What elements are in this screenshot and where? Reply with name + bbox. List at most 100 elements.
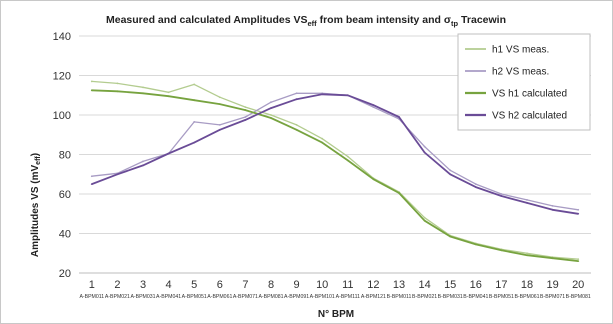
- data-point: [218, 96, 221, 99]
- y-tick-label: 60: [59, 189, 71, 201]
- series-lines: [90, 80, 580, 263]
- data-point: [193, 99, 196, 102]
- chart-title-prefix: Measured and calculated Amplitudes VS: [106, 14, 308, 26]
- legend-entries: h1 VS meas. h2 VS meas. VS h1 calculated VS…: [465, 45, 567, 122]
- y-axis-title-main: Amplitudes VS (mV: [30, 165, 41, 258]
- data-point: [90, 80, 93, 83]
- data-point: [244, 106, 247, 108]
- x-tick-label: 2: [114, 279, 120, 291]
- chart-title: Measured and calculated Amplitudes VSeff…: [106, 14, 506, 28]
- x-tick-label: 4: [166, 279, 172, 291]
- data-point: [398, 116, 400, 118]
- data-point: [270, 114, 272, 116]
- data-point: [270, 117, 272, 119]
- x-tick-label: 7: [242, 279, 248, 291]
- data-point: [244, 116, 247, 118]
- data-point: [90, 183, 93, 186]
- data-point: [474, 186, 477, 188]
- y-tick-label: 40: [59, 229, 71, 241]
- x-tick-label: 20: [572, 279, 584, 291]
- legend: h1 VS meas. h2 VS meas. VS h1 calculated VS…: [457, 33, 591, 131]
- data-point: [270, 101, 272, 104]
- data-point: [449, 169, 452, 172]
- data-point: [167, 91, 170, 94]
- data-point: [423, 145, 426, 148]
- x-tick-label: 10: [316, 279, 328, 291]
- x-category-label: A-BPM071: [233, 294, 258, 300]
- x-category-label: A-BPM061: [207, 294, 232, 300]
- x-tick-label: 14: [418, 279, 430, 291]
- x-category-label: A-BPM021: [105, 294, 130, 300]
- data-point: [474, 243, 477, 246]
- x-tick-label: 3: [140, 279, 146, 291]
- data-point: [551, 204, 554, 207]
- y-tick-label: 20: [59, 268, 71, 280]
- x-category-label: B-BPM041: [463, 294, 488, 300]
- chart-title-sub2: tp: [451, 19, 458, 28]
- series-line-4: [91, 93, 579, 215]
- data-point: [270, 107, 272, 109]
- data-point: [577, 258, 580, 261]
- data-point: [577, 208, 580, 211]
- data-point: [500, 193, 503, 195]
- data-point: [167, 95, 170, 98]
- x-tick-label: 5: [191, 279, 197, 291]
- x-category-label: B-BPM011: [387, 294, 412, 300]
- chart-title-sub1: eff: [308, 19, 318, 28]
- chart-title-middle: from beam intensity and σ: [317, 14, 451, 26]
- x-tick-label: 1: [89, 279, 95, 291]
- x-tick-label: 11: [342, 279, 353, 291]
- x-category-labels: A-BPM011 A-BPM021 A-BPM031 A-BPM041 A-BPM051…: [79, 294, 590, 300]
- x-category-label: A-BPM091: [284, 294, 309, 300]
- legend-label: h2 VS meas.: [492, 67, 549, 78]
- data-point: [526, 252, 528, 255]
- x-category-label: B-BPM021: [412, 294, 437, 300]
- data-point: [116, 173, 119, 176]
- data-point: [526, 254, 528, 257]
- x-category-label: B-BPM071: [540, 294, 565, 300]
- x-category-label: B-BPM081: [566, 294, 591, 300]
- x-category-label: A-BPM041: [156, 294, 181, 300]
- data-point: [449, 235, 452, 238]
- x-tick-label: 9: [294, 279, 300, 291]
- data-point: [244, 109, 247, 111]
- legend-label: VS h2 calculated: [492, 111, 567, 122]
- data-point: [372, 178, 375, 181]
- y-tick-label: 140: [53, 31, 71, 43]
- data-point: [372, 106, 375, 108]
- x-tick-label: 18: [521, 279, 533, 291]
- data-point: [346, 155, 349, 158]
- data-point: [142, 160, 144, 163]
- data-point: [526, 201, 528, 204]
- data-point: [346, 94, 349, 97]
- data-point: [90, 175, 93, 178]
- x-category-label: A-BPM011: [79, 294, 104, 300]
- data-point: [321, 93, 324, 96]
- data-point: [321, 141, 324, 144]
- data-point: [295, 92, 298, 95]
- data-point: [423, 216, 426, 219]
- x-tick-label: 16: [470, 279, 482, 291]
- data-point: [551, 208, 554, 211]
- y-tick-labels: 20 40 60 80 100 120 140: [53, 31, 71, 280]
- x-category-label: B-BPM061: [514, 294, 539, 300]
- y-axis-title-close: ): [30, 153, 41, 156]
- data-point: [193, 83, 196, 86]
- data-point: [218, 128, 221, 131]
- x-category-label: A-BPM051: [182, 294, 207, 300]
- data-point: [449, 173, 452, 176]
- data-point: [193, 141, 196, 144]
- data-point: [295, 128, 298, 131]
- data-point: [423, 151, 426, 154]
- data-point: [218, 123, 221, 126]
- x-axis-title: N° BPM: [318, 309, 354, 320]
- chart-title-suffix: Tracewin: [458, 14, 506, 26]
- data-point: [218, 103, 221, 106]
- data-point: [167, 152, 170, 155]
- data-point: [321, 137, 324, 140]
- legend-label: h1 VS meas.: [492, 45, 549, 56]
- data-point: [142, 164, 144, 167]
- data-point: [90, 89, 93, 92]
- x-tick-labels: 1 2 3 4 5 6 7 8 9 10 11 12 13 14 15 16 17 18 19 20: [89, 279, 585, 291]
